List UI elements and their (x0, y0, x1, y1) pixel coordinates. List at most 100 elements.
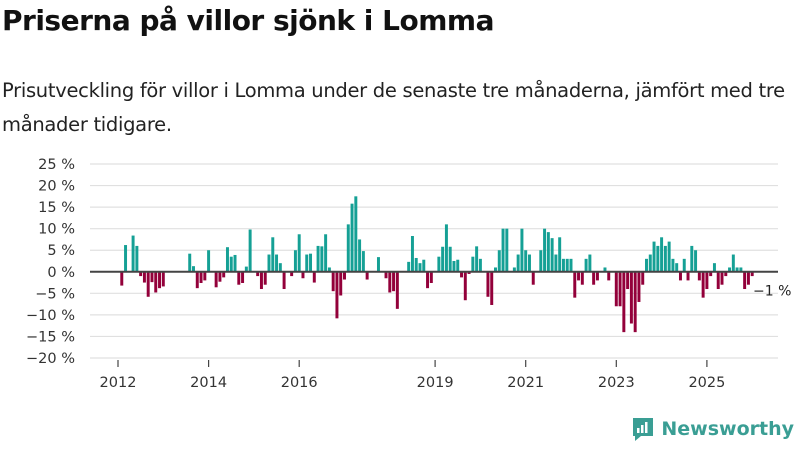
bar (237, 271, 241, 285)
bar (626, 271, 630, 290)
bar (550, 238, 554, 272)
bar (731, 254, 735, 272)
bar (663, 245, 667, 272)
bar (441, 246, 445, 272)
bar (478, 258, 482, 272)
y-tick-label: −20 % (26, 351, 75, 367)
bar (429, 271, 433, 283)
bar (618, 271, 622, 307)
bar (395, 271, 399, 309)
x-tick-label: 2016 (281, 375, 318, 391)
bar-chart: 25 % 20 % 15 % 10 % 5 % 0 % −5 % −10 % −15 % −20 … (26, 157, 791, 391)
bar (244, 266, 248, 272)
bar (516, 254, 520, 272)
bar (293, 250, 297, 272)
bar (124, 245, 128, 272)
bar (750, 271, 754, 277)
bar (146, 271, 150, 297)
bar (267, 254, 271, 272)
bar (716, 271, 720, 290)
bar (520, 228, 524, 272)
y-tick-label: −15 % (26, 329, 75, 345)
bar (271, 237, 275, 272)
bar (584, 258, 588, 272)
bar (309, 253, 313, 272)
bar (475, 246, 479, 272)
bar (248, 229, 252, 272)
bar (527, 254, 531, 272)
bar (728, 267, 732, 272)
bar (339, 271, 343, 296)
x-tick-label: 2023 (598, 375, 635, 391)
chart-title: Priserna på villor sjönk i Lomma (2, 4, 494, 37)
bar (452, 261, 456, 272)
bar (448, 246, 452, 272)
bar (592, 271, 596, 285)
bar (142, 271, 146, 283)
bar (697, 271, 701, 281)
bar (648, 254, 652, 272)
bar (641, 271, 645, 285)
bar (686, 271, 690, 281)
bar (312, 271, 316, 283)
bar (384, 271, 388, 279)
bar (645, 258, 648, 272)
bar (331, 271, 335, 292)
bar (158, 271, 162, 289)
bar (290, 271, 294, 277)
bar (444, 224, 448, 272)
bar (361, 251, 365, 272)
bar (501, 228, 505, 272)
bar (192, 266, 195, 272)
bar (150, 271, 154, 283)
y-tick-label: 5 % (47, 243, 75, 259)
bar (603, 267, 607, 272)
bar (622, 271, 626, 333)
bar (316, 245, 320, 272)
bar (241, 271, 245, 283)
newsworthy-logo[interactable]: Newsworthy (631, 416, 794, 442)
bar (524, 250, 528, 272)
y-tick-label: 20 % (38, 179, 75, 195)
bar (346, 224, 350, 272)
bar (422, 259, 426, 272)
bar (467, 271, 471, 274)
bar (561, 258, 565, 272)
bar (637, 271, 641, 302)
bar (222, 271, 226, 278)
bar (437, 256, 441, 272)
bar (565, 258, 569, 272)
bar (607, 271, 611, 281)
bar (350, 203, 354, 272)
bar (256, 271, 260, 277)
bar (199, 271, 203, 283)
bar (505, 228, 509, 272)
bar (324, 234, 328, 272)
bar (554, 254, 558, 272)
bar (426, 271, 430, 289)
bar (546, 232, 550, 272)
bar (543, 228, 547, 272)
bar (418, 263, 422, 272)
x-axis: 2012 2014 2016 2019 2021 2023 2025 (100, 360, 725, 391)
bar (660, 237, 664, 272)
bar (135, 245, 139, 272)
bar (633, 271, 637, 333)
bar (690, 245, 694, 272)
bar (709, 271, 713, 277)
bar (320, 246, 324, 272)
bar (131, 235, 135, 272)
bar (512, 267, 516, 272)
bar (712, 263, 716, 272)
bar (335, 271, 339, 319)
bar (392, 271, 396, 292)
x-tick-label: 2014 (190, 375, 227, 391)
bar (739, 267, 743, 272)
bar (720, 271, 724, 285)
gridlines (90, 163, 778, 359)
bar (671, 258, 675, 272)
bar (297, 234, 301, 272)
bar (354, 196, 358, 272)
bar (558, 237, 562, 272)
bar-chart-logo-icon (633, 418, 654, 441)
